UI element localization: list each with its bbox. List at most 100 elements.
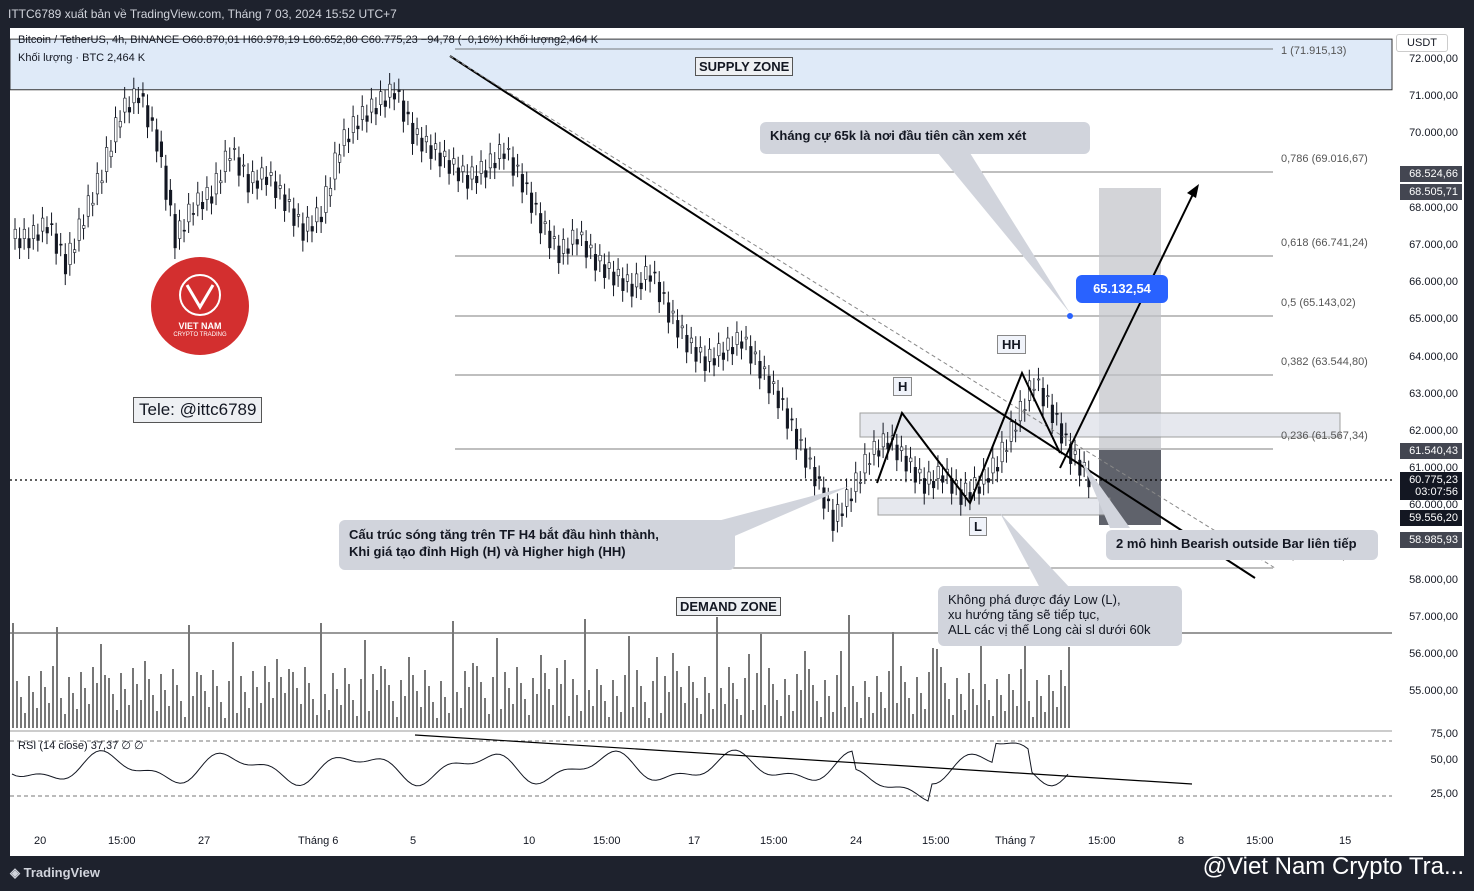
volume-bar (204, 691, 206, 728)
currency-button[interactable]: USDT (1396, 34, 1448, 52)
volume-bar (172, 669, 174, 728)
volume-bar (36, 708, 38, 728)
volume-bar (124, 689, 126, 728)
volume-bar (500, 709, 502, 728)
volume-bar (324, 694, 326, 728)
volume-bar (860, 718, 862, 728)
price-tick-label: 66.000,00 (1409, 276, 1458, 289)
candle-body (529, 192, 534, 213)
volume-bar (200, 675, 202, 728)
chart-canvas[interactable] (10, 28, 1464, 856)
candle-body (964, 482, 968, 496)
tradingview-brand[interactable]: ◈ TradingView (10, 865, 100, 881)
price-tick-label: 62.000,00 (1409, 425, 1458, 437)
candle-body (767, 375, 771, 394)
candle-body (534, 202, 538, 205)
rsi-trendline (414, 734, 1193, 785)
time-tick-label: 8 (1178, 835, 1185, 847)
candle-body (589, 244, 593, 249)
volume-bar (304, 667, 306, 728)
volume-bar (144, 661, 146, 728)
volume-bar (380, 666, 382, 728)
price-tick-label: 65.000,00 (1409, 313, 1458, 326)
volume-bar (664, 676, 666, 728)
volume-bar (900, 666, 902, 728)
volume-bar (820, 717, 822, 728)
candle-body (287, 199, 291, 202)
candle-body (173, 214, 177, 249)
volume-bar (560, 684, 562, 728)
candle-body (671, 310, 675, 314)
volume-bar (456, 692, 458, 728)
volume-bar (100, 644, 102, 728)
candle-body (776, 390, 780, 409)
candle-body (91, 202, 95, 206)
rsi-legend[interactable]: RSI (14 close) 37,37 ∅ ∅ (18, 740, 144, 752)
candle-body (292, 208, 296, 226)
candle-body (429, 145, 433, 159)
candle-body (877, 450, 881, 457)
volume-bar (180, 701, 182, 728)
candle-body (612, 271, 616, 286)
volume-bar (920, 693, 922, 728)
volume-bar (700, 714, 702, 728)
candle-body (913, 467, 917, 483)
volume-bar (748, 654, 750, 728)
volume-bar (512, 704, 514, 728)
symbol-legend[interactable]: Bitcoin / TetherUS, 4h, BINANCE O60.870,… (18, 34, 599, 46)
price-tag: 58.985,93 (1400, 532, 1462, 548)
volume-bar (312, 699, 314, 728)
candle-body (255, 180, 259, 189)
candle-body (662, 292, 666, 294)
volume-bar (480, 682, 482, 728)
candle-body (918, 468, 922, 474)
candle-body (374, 108, 378, 115)
candle-body (996, 467, 1000, 472)
candle-body (365, 115, 369, 122)
candle-body (351, 116, 355, 133)
candle-body (159, 141, 164, 158)
volume-bar (148, 679, 150, 728)
candle-body (310, 226, 314, 232)
volume-bar (468, 687, 470, 728)
volume-bar (196, 672, 198, 728)
candle-body (584, 241, 588, 258)
price-tag: 61.540,43 (1400, 443, 1462, 459)
price-tick-label: 61.000,00 (1409, 462, 1458, 475)
volume-bar (1028, 701, 1030, 728)
candle-body (721, 352, 725, 360)
volume-bar (160, 674, 162, 728)
candle-body (744, 336, 748, 340)
volume-bar (392, 701, 394, 728)
volume-bar (292, 672, 294, 728)
time-tick-label: 15:00 (108, 835, 136, 847)
candle-body (881, 433, 885, 448)
volume-bar (280, 677, 282, 728)
chart-area[interactable] (10, 28, 1464, 856)
low-line-3: ALL các vị thế Long cài sl dưới 60k (948, 622, 1151, 637)
volume-bar (912, 714, 914, 728)
candle-body (1055, 413, 1059, 415)
volume-bar (768, 668, 770, 728)
time-tick-label: 5 (410, 835, 417, 847)
candle-body (296, 214, 301, 217)
low-line-2: xu hướng tăng sẽ tiếp tục, (948, 607, 1100, 622)
structure-line-2: Khi giá tạo đỉnh High (H) và Higher high… (349, 544, 626, 559)
candle-body (507, 148, 511, 150)
tradingview-logo-icon: ◈ (10, 865, 24, 880)
volume-bar (680, 687, 682, 728)
volume-bar (424, 670, 426, 728)
candle-body (625, 274, 630, 282)
volume-bar (632, 707, 634, 728)
candle-body (548, 230, 552, 249)
wave-h-label: H (893, 377, 913, 396)
price-tick-label: 70.000,00 (1409, 127, 1458, 140)
volume-bar (448, 713, 450, 728)
volume-bar (992, 716, 994, 728)
candle-body (813, 467, 817, 487)
volume-bar (168, 706, 170, 728)
candle-body (571, 229, 575, 245)
candle-body (717, 343, 721, 357)
volume-bar (220, 702, 222, 728)
volume-legend[interactable]: Khối lượng · BTC 2,464 K (18, 52, 146, 64)
